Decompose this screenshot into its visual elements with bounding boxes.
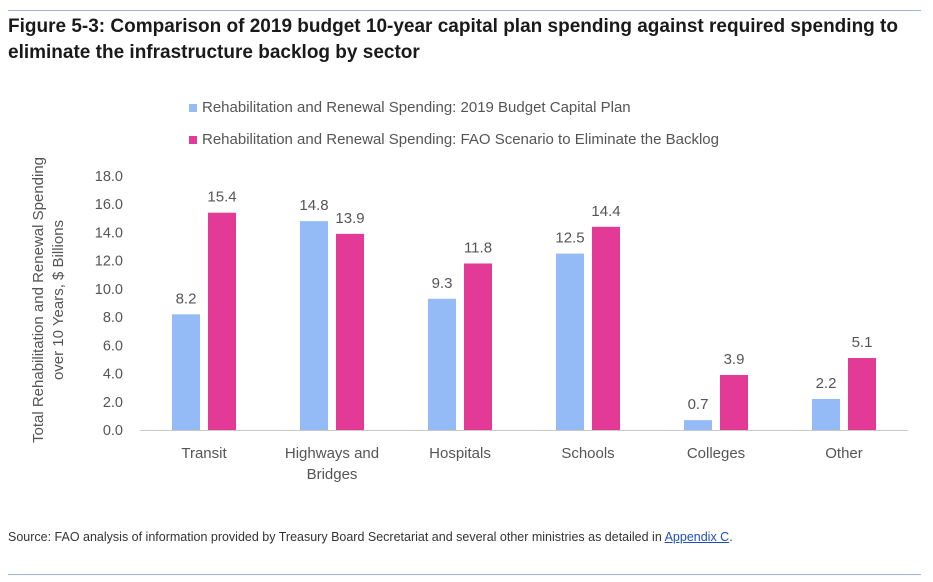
data-label-1: 8.2	[176, 290, 197, 307]
bar-1	[812, 398, 840, 430]
bar-2	[336, 233, 364, 430]
bar-2	[208, 212, 236, 430]
y-tick-label: 16.0	[95, 197, 123, 213]
data-label-2: 11.8	[464, 239, 492, 256]
y-tick-label: 18.0	[95, 169, 123, 185]
x-tick-label: Schools	[561, 445, 614, 462]
y-axis-title-line2: over 10 Years, $ Billions	[50, 220, 67, 380]
legend-label-2: Rehabilitation and Renewal Spending: FAO…	[202, 131, 719, 148]
data-label-1: 0.7	[688, 396, 709, 413]
x-tick-label: Highways and	[285, 445, 379, 462]
data-label-1: 9.3	[432, 275, 453, 292]
bar-2	[848, 358, 876, 430]
y-tick-label: 8.0	[103, 310, 123, 326]
source-suffix: .	[729, 530, 733, 544]
bar-chart: Rehabilitation and Renewal Spending: 201…	[30, 99, 908, 483]
data-label-2: 5.1	[852, 334, 873, 351]
bar-1	[172, 314, 200, 430]
top-divider	[8, 10, 921, 11]
y-axis-title-line1: Total Rehabilitation and Renewal Spendin…	[30, 157, 47, 443]
bar-1	[428, 298, 456, 430]
x-tick-label: Other	[825, 445, 863, 462]
bottom-divider	[8, 574, 921, 575]
bar-1	[684, 420, 712, 430]
data-label-2: 15.4	[207, 189, 236, 206]
data-label-2: 14.4	[591, 203, 620, 220]
y-tick-label: 2.0	[103, 395, 123, 411]
bar-2	[464, 263, 492, 430]
y-tick-label: 0.0	[103, 423, 123, 439]
y-tick-label: 6.0	[103, 338, 123, 354]
x-tick-label: Bridges	[307, 466, 358, 483]
x-tick-label: Transit	[181, 445, 227, 462]
source-note: Source: FAO analysis of information prov…	[8, 530, 733, 544]
data-label-1: 12.5	[555, 230, 584, 247]
y-tick-label: 4.0	[103, 367, 123, 383]
bar-1	[556, 253, 584, 430]
data-label-2: 3.9	[724, 351, 745, 368]
data-label-2: 13.9	[335, 210, 364, 227]
bar-1	[300, 221, 328, 430]
x-tick-label: Colleges	[687, 445, 745, 462]
figure-title: Figure 5-3: Comparison of 2019 budget 10…	[8, 16, 898, 63]
source-text: Source: FAO analysis of information prov…	[8, 530, 665, 544]
bar-2	[720, 374, 748, 430]
appendix-c-link[interactable]: Appendix C	[664, 530, 730, 544]
y-tick-label: 14.0	[95, 225, 123, 241]
y-tick-label: 10.0	[95, 282, 123, 298]
data-label-1: 14.8	[299, 197, 328, 214]
x-tick-label: Hospitals	[429, 445, 491, 462]
data-label-1: 2.2	[816, 375, 837, 392]
legend-swatch-1	[189, 104, 197, 112]
bar-2	[592, 226, 620, 430]
legend-label-1: Rehabilitation and Renewal Spending: 201…	[202, 99, 631, 116]
y-tick-label: 12.0	[95, 254, 123, 270]
legend-swatch-2	[189, 136, 197, 144]
